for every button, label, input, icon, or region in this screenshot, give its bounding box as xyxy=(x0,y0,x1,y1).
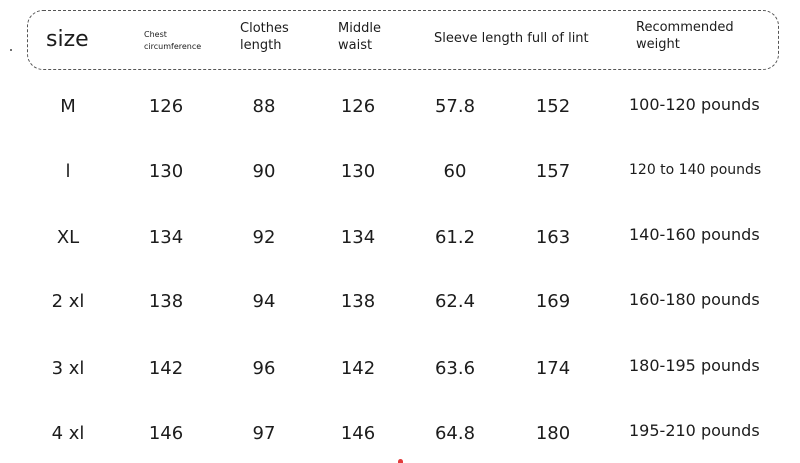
header-chest-line1: Chest xyxy=(144,30,167,39)
header-sleeve-length: Sleeve length full of lint xyxy=(434,31,589,46)
row6-weight: 195-210 pounds xyxy=(629,421,760,440)
header-waist-line1: Middle xyxy=(338,21,381,36)
row4-sleeve: 62.4 xyxy=(434,291,476,312)
row3-weight: 140-160 pounds xyxy=(629,225,760,244)
header-weight-line1: Recommended xyxy=(636,20,734,35)
header-clothes-length: Clothes length xyxy=(240,21,289,55)
row4-chest: 138 xyxy=(148,291,184,312)
row5-weight: 180-195 pounds xyxy=(629,356,760,375)
row1-length: 88 xyxy=(252,96,276,117)
row6-chest: 146 xyxy=(148,423,184,444)
red-mark xyxy=(398,459,403,463)
row3-length: 92 xyxy=(252,227,276,248)
header-length-line2: length xyxy=(240,37,282,53)
row1-sleeve: 57.8 xyxy=(434,96,476,117)
row6-waist: 146 xyxy=(340,423,376,444)
row5-chest: 142 xyxy=(148,358,184,379)
row3-chest: 134 xyxy=(148,227,184,248)
header-chest-circumference: Chest circumference xyxy=(144,29,201,52)
row5-length: 96 xyxy=(252,358,276,379)
header-waist-line2: waist xyxy=(338,37,373,53)
row2-weight: 120 to 140 pounds xyxy=(629,162,762,178)
row2-chest: 130 xyxy=(148,161,184,182)
header-weight-line2: weight xyxy=(636,36,680,52)
row2-length: 90 xyxy=(252,161,276,182)
header-size: size xyxy=(46,27,89,52)
row4-waist: 138 xyxy=(340,291,376,312)
stray-dot xyxy=(10,49,12,51)
table-header-box xyxy=(27,10,779,70)
row1-weight: 100-120 pounds xyxy=(629,95,760,114)
row5-extra: 174 xyxy=(535,358,571,379)
row5-sleeve: 63.6 xyxy=(434,358,476,379)
row1-size: M xyxy=(60,96,76,117)
header-length-line1: Clothes xyxy=(240,21,289,36)
row4-length: 94 xyxy=(252,291,276,312)
row3-waist: 134 xyxy=(340,227,376,248)
row1-waist: 126 xyxy=(340,96,376,117)
row4-weight: 160-180 pounds xyxy=(629,290,760,309)
header-chest-line2: circumference xyxy=(144,41,202,51)
row2-waist: 130 xyxy=(340,161,376,182)
row3-sleeve: 61.2 xyxy=(434,227,476,248)
row5-size: 3 xl xyxy=(51,358,85,379)
row1-extra: 152 xyxy=(535,96,571,117)
row6-length: 97 xyxy=(252,423,276,444)
row6-extra: 180 xyxy=(535,423,571,444)
row3-extra: 163 xyxy=(535,227,571,248)
row5-waist: 142 xyxy=(340,358,376,379)
header-recommended-weight: Recommended weight xyxy=(636,20,734,54)
row2-size: l xyxy=(65,161,71,182)
row4-size: 2 xl xyxy=(51,291,85,312)
header-middle-waist: Middle waist xyxy=(338,21,381,55)
row2-extra: 157 xyxy=(535,161,571,182)
row1-chest: 126 xyxy=(148,96,184,117)
row2-sleeve: 60 xyxy=(443,161,467,182)
row4-extra: 169 xyxy=(535,291,571,312)
row6-sleeve: 64.8 xyxy=(434,423,476,444)
row6-size: 4 xl xyxy=(51,423,85,444)
row3-size: XL xyxy=(56,227,80,248)
